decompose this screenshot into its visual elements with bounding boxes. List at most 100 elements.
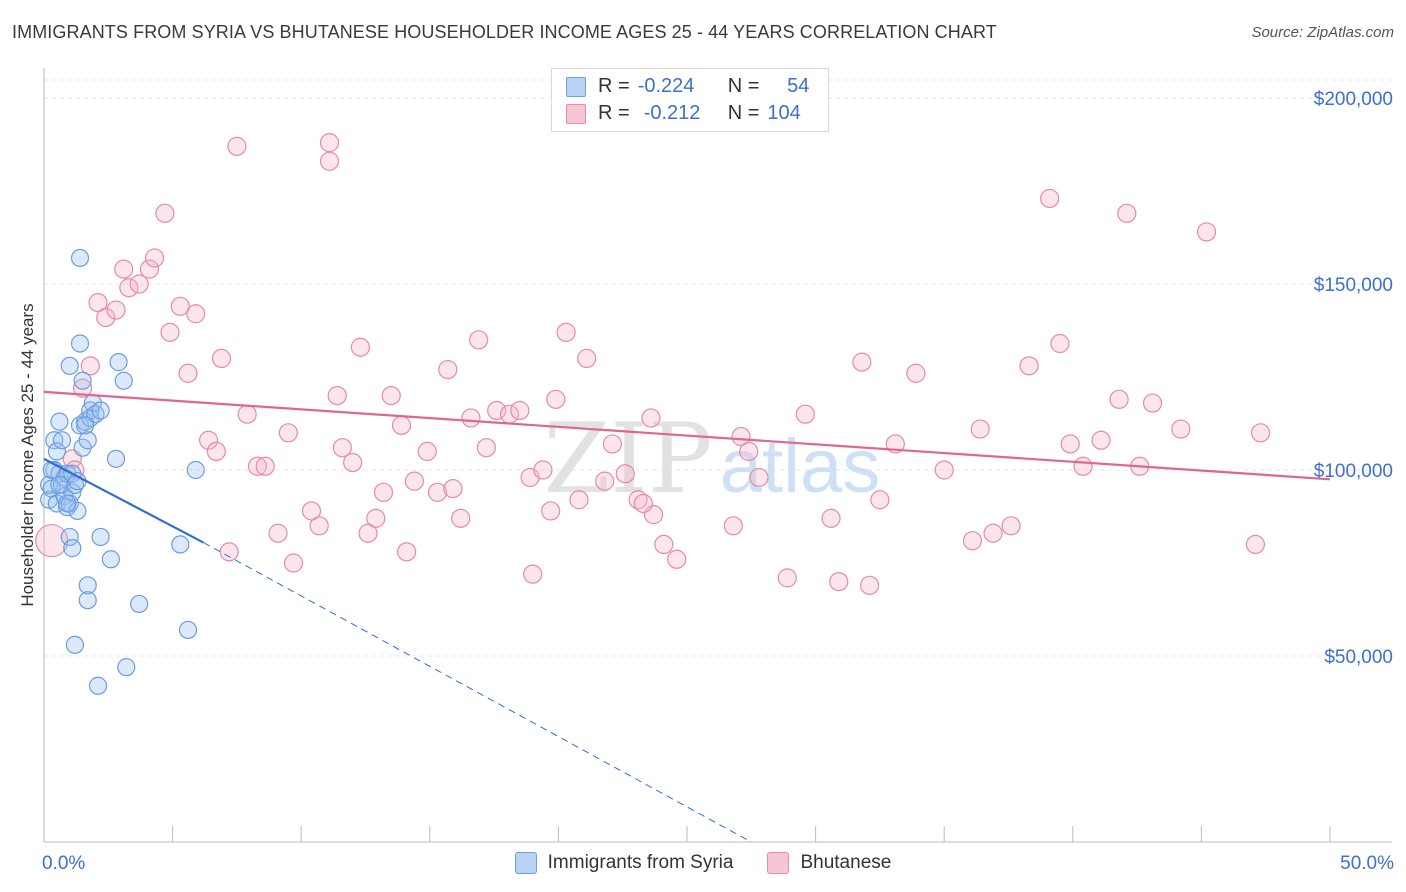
- bhutanese-point: [461, 408, 481, 428]
- bhutanese-point: [227, 136, 247, 156]
- chart-title: IMMIGRANTS FROM SYRIA VS BHUTANESE HOUSE…: [12, 22, 997, 42]
- bhutanese-point: [1040, 188, 1060, 209]
- syria-point: [47, 442, 66, 461]
- bhutanese-point: [1060, 434, 1080, 454]
- bhutanese-point: [343, 452, 363, 473]
- tick-labels: $50,000 $100,000 $150,000 $200,000 0.0% 50.0%: [42, 89, 1394, 874]
- syria-point: [58, 494, 77, 513]
- bhutanese-point: [206, 441, 226, 461]
- legend-label: Immigrants from Syria: [547, 852, 734, 873]
- bhutanese-point: [1245, 534, 1266, 555]
- stats-row-syria: R = -0.224 N = 54: [566, 73, 809, 100]
- syria-point: [60, 527, 79, 547]
- legend-item-syria[interactable]: Immigrants from Syria: [514, 852, 734, 874]
- bhutanese-point: [332, 438, 352, 458]
- bhutanese-point: [795, 404, 815, 424]
- syria-point: [178, 620, 198, 640]
- bhutanese-point: [1050, 333, 1070, 354]
- syria-point: [73, 371, 92, 390]
- bhutanese-point: [1117, 203, 1137, 223]
- bhutanese-point: [546, 389, 566, 409]
- bhutanese-point: [860, 575, 880, 595]
- bhutanese-point: [199, 430, 219, 450]
- y-tick-label: $100,000: [1314, 461, 1393, 482]
- bhutanese-point: [469, 330, 489, 350]
- syria-point: [106, 449, 126, 468]
- syria-point: [70, 248, 90, 268]
- syria-point: [60, 356, 79, 375]
- bhutanese-point: [829, 571, 849, 592]
- bhutanese-point: [219, 542, 239, 562]
- syria-point: [91, 527, 110, 547]
- bhutanese-point: [654, 534, 674, 555]
- bhutanese-point: [327, 386, 347, 406]
- r-label: R =: [598, 75, 630, 97]
- n-value: 54: [787, 75, 810, 97]
- bhutanese-point: [319, 133, 340, 153]
- bhutanese-point: [541, 501, 561, 521]
- bhutanese-point: [1073, 456, 1093, 476]
- bhutanese-point: [510, 400, 530, 421]
- bhutanese-point: [533, 460, 553, 480]
- bhutanese-point: [476, 438, 496, 458]
- bhutanese-point: [350, 337, 370, 357]
- n-label: N =: [727, 75, 760, 97]
- syria-point: [101, 550, 120, 569]
- bhutanese-point: [577, 348, 597, 368]
- bhutanese-points: [35, 133, 1271, 595]
- bhutanese-trend-line: [43, 390, 1331, 481]
- bhutanese-point: [129, 274, 149, 294]
- bhutanese-point: [309, 516, 329, 536]
- bhutanese-point: [268, 523, 288, 543]
- bhutanese-point: [595, 471, 615, 491]
- bhutanese-point: [160, 322, 180, 342]
- legend: Immigrants from Syria Bhutanese: [0, 852, 1406, 874]
- x-tick-label: 50.0%: [1340, 853, 1394, 874]
- watermark-atlas: atlas: [720, 424, 881, 509]
- syria-point: [45, 431, 64, 450]
- bhutanese-point: [523, 564, 543, 584]
- bhutanese-point: [96, 307, 116, 328]
- bhutanese-point: [170, 296, 190, 316]
- bhutanese-point: [373, 482, 394, 502]
- bhutanese-swatch: [566, 103, 586, 124]
- bhutanese-point: [983, 523, 1003, 543]
- syria-point: [47, 494, 66, 513]
- bhutanese-point: [487, 400, 507, 421]
- syria-legend-swatch: [514, 852, 537, 874]
- syria-point: [63, 539, 82, 558]
- syria-point: [50, 412, 69, 431]
- bhutanese-point: [88, 293, 108, 313]
- legend-label: Bhutanese: [800, 852, 892, 873]
- syria-point: [76, 416, 95, 435]
- bhutanese-point: [962, 531, 983, 551]
- syria-point: [186, 460, 205, 480]
- bhutanese-point: [556, 322, 576, 342]
- syria-point: [117, 658, 136, 677]
- bhutanese-point: [255, 456, 275, 476]
- r-value: -0.224: [637, 75, 695, 97]
- syria-point: [78, 431, 97, 450]
- bhutanese-legend-swatch: [767, 852, 790, 874]
- bhutanese-point: [139, 259, 160, 279]
- watermark: ZIP atlas: [543, 403, 880, 515]
- n-label: N =: [727, 102, 760, 124]
- n-value: 104: [767, 102, 801, 124]
- bhutanese-point: [628, 490, 648, 510]
- bhutanese-point: [615, 464, 635, 484]
- bhutanese-point: [852, 352, 872, 372]
- bhutanese-point: [777, 568, 797, 588]
- stats-box: R = -0.224 N = 54 R = -0.212 N = 104: [551, 68, 829, 132]
- bhutanese-point: [1019, 356, 1039, 376]
- legend-item-bhutanese[interactable]: Bhutanese: [767, 852, 891, 874]
- bhutanese-point: [404, 471, 424, 491]
- y-tick-label: $50,000: [1324, 647, 1393, 668]
- bhutanese-point: [1091, 430, 1111, 450]
- bhutanese-point: [119, 278, 139, 298]
- bhutanese-point: [211, 348, 232, 368]
- bhutanese-point: [114, 259, 134, 279]
- syria-point: [91, 401, 110, 420]
- bhutanese-point: [821, 508, 841, 528]
- bhutanese-point: [723, 516, 743, 536]
